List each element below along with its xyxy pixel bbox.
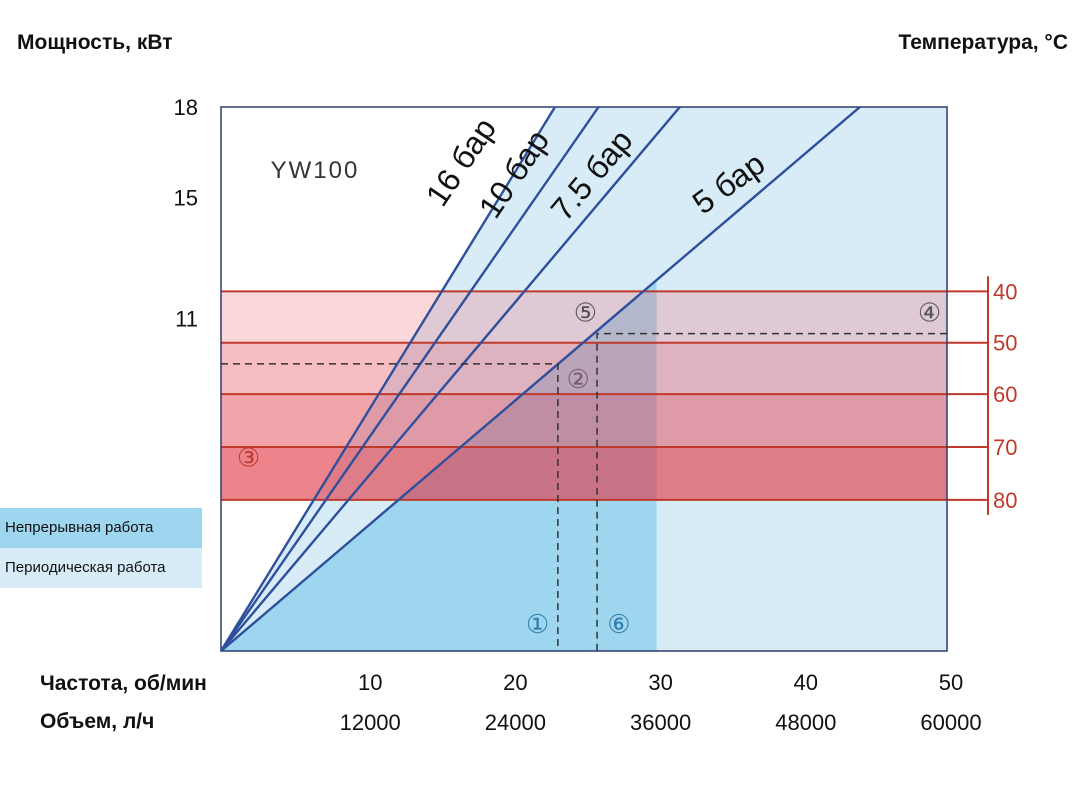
guide-line	[596, 332, 947, 651]
marker-label: ④	[918, 298, 941, 328]
volume-tick-label: 48000	[775, 710, 836, 735]
legend-intermittent: Периодическая работа	[0, 548, 202, 588]
frequency-tick-label: 30	[648, 670, 672, 695]
right-axis-title: Температура, °C	[898, 31, 1068, 54]
volume-tick-label: 60000	[920, 710, 981, 735]
volume-tick-label: 12000	[340, 710, 401, 735]
frequency-tick-label: 40	[794, 670, 818, 695]
frequency-axis-title: Частота, об/мин	[40, 672, 207, 695]
series-line	[219, 106, 556, 652]
temperature-tick-label: 40	[993, 279, 1017, 304]
series-line	[220, 106, 861, 652]
guide-line	[221, 363, 559, 651]
temperature-band	[221, 342, 947, 395]
volume-axis-title: Объем, л/ч	[40, 710, 155, 733]
marker-label: ⑥	[607, 609, 630, 639]
marker-label: ⑤	[574, 298, 597, 328]
temperature-tick-label: 60	[993, 382, 1017, 407]
temperature-band	[221, 394, 947, 447]
legend-continuous: Непрерывная работа	[0, 508, 202, 548]
series-line	[220, 106, 681, 652]
frequency-tick-label: 20	[503, 670, 527, 695]
temperature-tick-label: 80	[993, 488, 1017, 513]
model-label: YW100	[271, 157, 360, 184]
plot-border	[220, 106, 948, 652]
volume-tick-label: 36000	[630, 710, 691, 735]
y-tick-label: 18	[174, 95, 198, 120]
y-tick-label: 11	[175, 307, 198, 332]
frequency-tick-label: 50	[939, 670, 963, 695]
marker-label: ②	[567, 364, 590, 394]
volume-tick-label: 24000	[485, 710, 546, 735]
left-axis-title: Мощность, кВт	[17, 31, 173, 54]
series-line	[220, 106, 600, 652]
marker-label: ③	[237, 443, 260, 473]
frequency-tick-label: 10	[358, 670, 382, 695]
temperature-tick-label: 70	[993, 435, 1017, 460]
y-tick-label: 15	[174, 186, 198, 211]
marker-label: ①	[526, 609, 549, 639]
temperature-tick-label: 50	[993, 331, 1017, 356]
